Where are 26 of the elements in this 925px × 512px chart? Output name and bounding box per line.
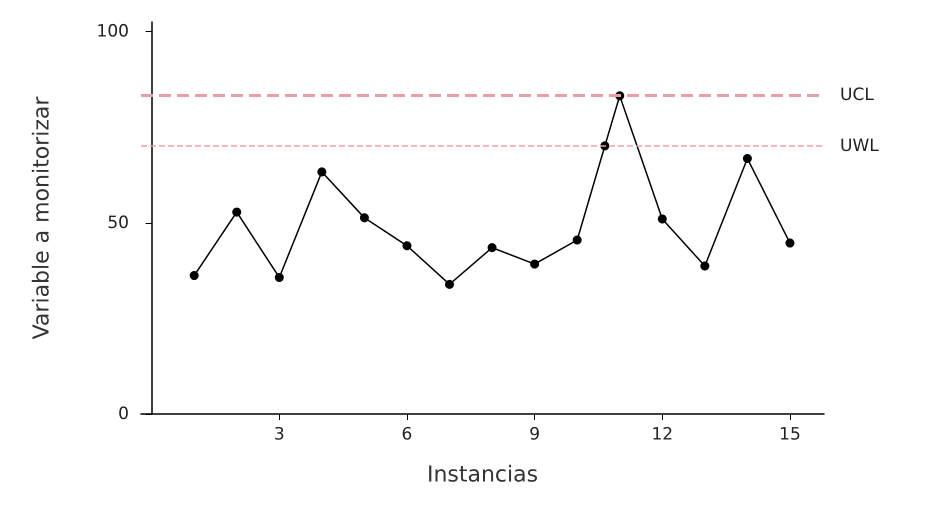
y-tick-label: 0 bbox=[118, 404, 129, 424]
point bbox=[190, 271, 199, 280]
y-tick-label: 100 bbox=[96, 22, 129, 42]
point bbox=[445, 280, 454, 289]
point bbox=[572, 235, 582, 244]
point bbox=[658, 214, 667, 224]
point bbox=[232, 208, 242, 217]
ref-line-label: UWL bbox=[840, 136, 880, 156]
point bbox=[274, 272, 284, 282]
y-axis-title: Variable a monitorizar bbox=[30, 96, 54, 340]
x-tick-label: 3 bbox=[274, 424, 285, 444]
point bbox=[785, 238, 794, 248]
point bbox=[402, 241, 412, 250]
point bbox=[530, 260, 540, 269]
x-tick-label: 6 bbox=[402, 424, 412, 444]
x-tick-label: 15 bbox=[779, 424, 801, 444]
y-tick-label: 50 bbox=[107, 212, 129, 233]
point bbox=[317, 167, 326, 176]
point bbox=[700, 262, 710, 270]
point bbox=[488, 243, 497, 252]
x-tick-label: 9 bbox=[529, 424, 540, 444]
point bbox=[742, 154, 752, 164]
ref-line-label: UCL bbox=[840, 85, 874, 106]
x-tick-label: 12 bbox=[651, 424, 674, 444]
point bbox=[360, 213, 369, 222]
x-axis-title: Instancias bbox=[426, 462, 538, 488]
